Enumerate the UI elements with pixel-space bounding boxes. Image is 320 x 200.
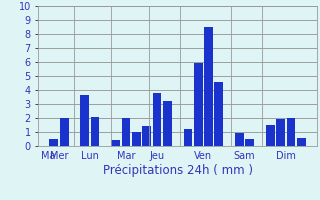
Bar — [245, 139, 254, 146]
Bar — [132, 132, 141, 146]
Bar — [50, 139, 58, 146]
Bar — [194, 63, 203, 146]
Bar — [163, 101, 172, 146]
Bar — [122, 118, 131, 146]
Bar — [91, 117, 100, 146]
X-axis label: Précipitations 24h ( mm ): Précipitations 24h ( mm ) — [103, 164, 252, 177]
Bar — [184, 129, 192, 146]
Bar — [153, 93, 161, 146]
Bar — [60, 118, 68, 146]
Bar — [204, 27, 213, 146]
Bar — [142, 126, 151, 146]
Bar — [287, 118, 295, 146]
Bar — [266, 125, 275, 146]
Bar — [214, 82, 223, 146]
Bar — [297, 138, 306, 146]
Bar — [80, 95, 89, 146]
Bar — [235, 133, 244, 146]
Bar — [276, 119, 285, 146]
Bar — [111, 140, 120, 146]
